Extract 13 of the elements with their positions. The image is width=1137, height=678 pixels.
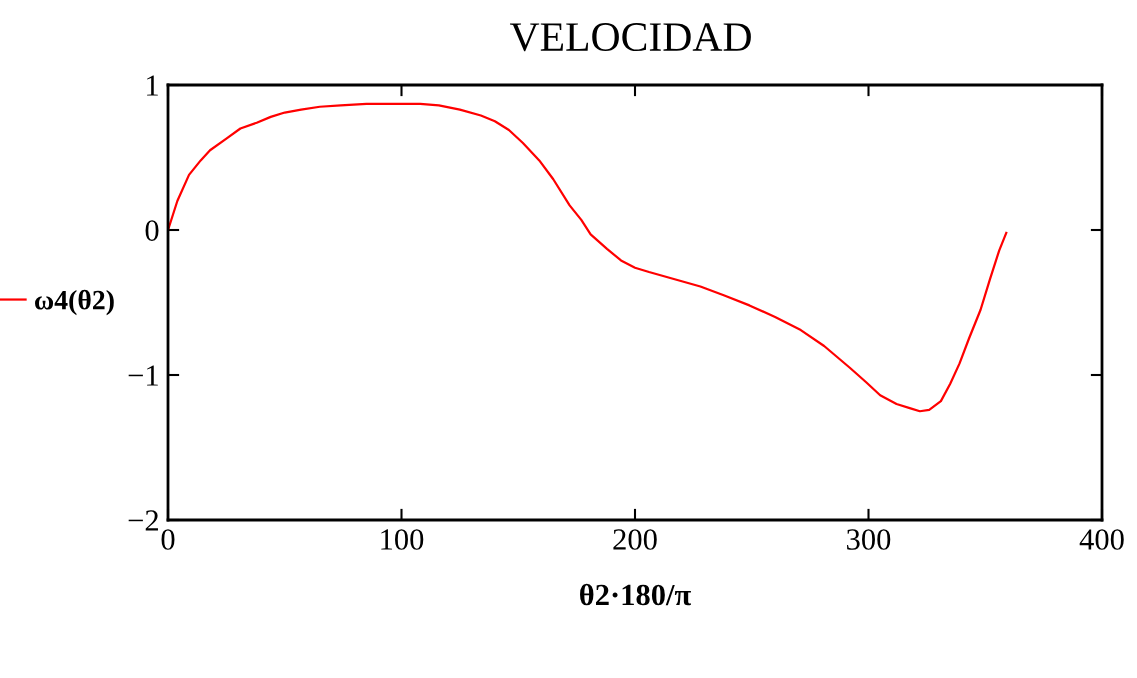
x-tick-label: 300 (847, 529, 891, 550)
y-tick-label: −2 (128, 510, 158, 531)
y-tick-label: 0 (145, 220, 159, 241)
y-tick-label: −1 (128, 365, 158, 386)
x-tick-label: 100 (381, 529, 424, 550)
x-tick-label: 200 (613, 529, 657, 550)
chart-title: VELOCIDAD (509, 23, 751, 52)
y-tick-label: 1 (147, 75, 158, 96)
x-tick-label: 400 (1079, 529, 1124, 550)
x-tick-label: 0 (161, 529, 175, 550)
legend-label: ω4(θ2) (35, 289, 114, 316)
line-series (168, 102, 1008, 413)
x-axis-title: θ2·180/π (580, 583, 691, 606)
